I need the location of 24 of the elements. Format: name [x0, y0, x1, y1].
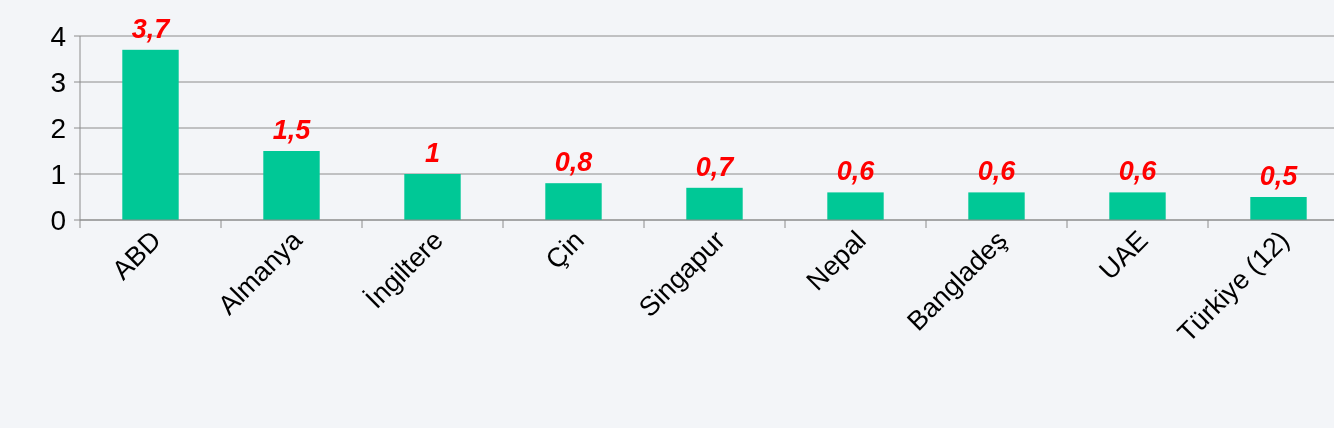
data-label: 0,6: [1118, 156, 1158, 187]
bar: [263, 151, 320, 220]
data-label: 0,6: [836, 156, 876, 187]
y-tick-label: 2: [50, 112, 66, 144]
bar: [545, 183, 602, 220]
data-label: 0,7: [695, 151, 736, 182]
y-tick-label: 4: [50, 20, 66, 52]
x-tick-label: Çin: [539, 225, 590, 275]
y-tick-label: 0: [50, 204, 66, 236]
bar: [686, 187, 743, 220]
bar: [1250, 197, 1307, 220]
data-label: 0,5: [1259, 161, 1299, 191]
y-tick-label: 1: [50, 158, 66, 190]
data-label: 0,8: [554, 147, 593, 178]
bar: [1109, 192, 1166, 220]
bar: [122, 49, 179, 220]
bar: [827, 192, 884, 220]
data-label: 0,6: [977, 156, 1017, 187]
y-tick-label: 3: [50, 66, 66, 98]
data-label: 1: [424, 138, 441, 168]
data-label: 1,5: [272, 115, 312, 145]
bar: [968, 192, 1025, 220]
data-label: 3,7: [131, 13, 172, 44]
bar: [404, 174, 461, 220]
